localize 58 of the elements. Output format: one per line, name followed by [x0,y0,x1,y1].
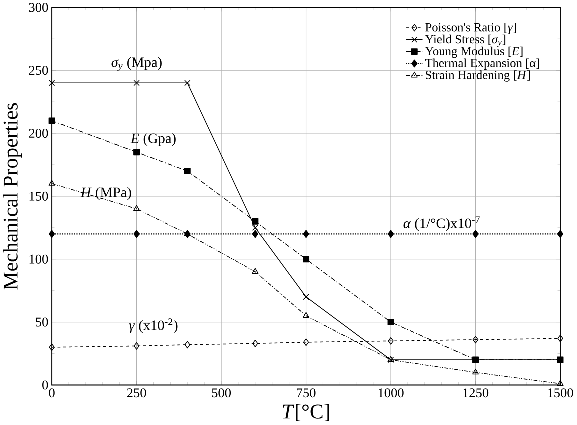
point [557,380,564,386]
point [48,118,56,124]
point [303,294,310,300]
legend-label: Strain Hardening [H] [426,70,530,82]
annotation: γ (x10$^{-2}$) [129,318,178,334]
y-tick-label: 100 [30,255,48,264]
point [48,230,56,238]
point [303,338,310,346]
point [557,230,564,238]
legend-label: Thermal Expansion [α] [425,58,540,70]
x-tick-label: 250 [127,388,146,398]
x-tick-label: 750 [297,388,316,398]
legend-label: Young Modulus [E] [425,47,523,58]
point [388,230,394,238]
point [252,268,259,274]
y-tick-label: 200 [29,129,48,138]
annotation: E (Gpa) [130,134,176,146]
point [48,180,56,186]
point [184,341,191,349]
point [558,335,564,343]
x-tick-label: 1250 [464,388,489,398]
point [48,80,56,86]
y-tick-label: 300 [29,3,48,12]
point [134,230,140,238]
y-axis-title: Mechanical Properties [3,103,22,290]
point [252,230,258,238]
x-tick-label: 1000 [378,388,404,398]
x-tick-label: 500 [212,388,232,398]
point [184,80,191,86]
point [303,256,310,263]
point [303,312,310,318]
point [472,336,479,344]
point [252,218,259,226]
annotation: H (MPa) [80,188,132,200]
point [134,206,140,212]
point [252,225,259,232]
point [134,149,140,156]
y-tick-label: 250 [29,66,48,76]
point [472,230,479,238]
text: σ$_{y}$ (Mpa) [112,57,162,72]
x-axis-title: T[°C] [283,404,330,422]
point [388,338,394,346]
point [472,369,480,375]
point [134,342,140,350]
point [303,230,310,238]
point [388,319,394,326]
text: Yield Stress [σ$_{y}$] [425,35,506,48]
x-tick-label: 1500 [548,388,574,398]
y-tick-label: 150 [30,192,48,202]
point [252,340,258,348]
x-tick-label: 0 [49,388,55,398]
legend-label: Poisson's Ratio [γ] [426,23,516,34]
point [134,80,140,86]
y-tick-label: 0 [42,380,48,390]
point [184,168,191,175]
y-tick-label: 50 [36,318,48,327]
annotation: α (1/°C)x10$^{-7}$ [404,216,480,232]
point [49,344,55,352]
